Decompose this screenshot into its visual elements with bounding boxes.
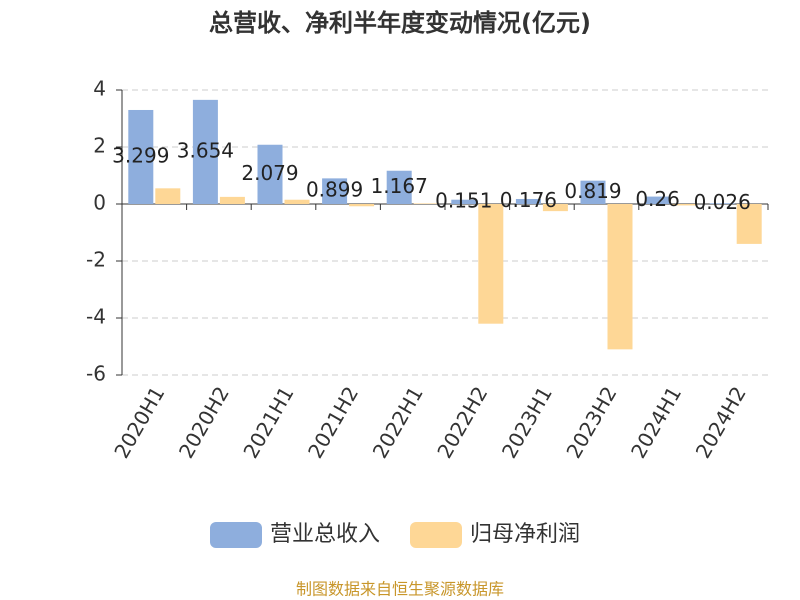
data-label: 0.819 <box>564 179 621 203</box>
x-tick-label: 2020H2 <box>174 382 234 462</box>
data-label: 0.899 <box>306 178 363 202</box>
bar <box>219 196 245 204</box>
y-tick-label: 0 <box>93 191 106 215</box>
bar <box>322 178 348 204</box>
x-tick-label: 2023H1 <box>497 382 557 462</box>
bar <box>542 204 568 212</box>
bar <box>672 204 698 206</box>
x-tick-label: 2024H2 <box>691 382 751 462</box>
bar <box>257 144 283 204</box>
bar <box>709 203 735 204</box>
data-label: 3.299 <box>112 143 169 167</box>
legend-label: 营业总收入 <box>270 522 380 547</box>
data-label: 0.026 <box>694 190 751 214</box>
legend-swatch <box>210 522 262 548</box>
chart-title: 总营收、净利半年度变动情况(亿元) <box>209 9 591 37</box>
bar <box>413 203 439 204</box>
x-tick-label: 2020H1 <box>109 382 169 462</box>
data-label: 2.079 <box>241 161 298 185</box>
legend-label: 归母净利润 <box>470 522 580 547</box>
bar <box>386 170 412 204</box>
data-label: 0.176 <box>500 188 557 212</box>
bar <box>645 196 671 204</box>
bar <box>580 180 606 204</box>
y-tick-label: 2 <box>93 134 106 158</box>
x-tick-label: 2021H2 <box>303 382 363 462</box>
y-tick-label: -6 <box>86 362 106 386</box>
data-label: 0.26 <box>635 187 680 211</box>
x-tick-label: 2023H2 <box>561 382 621 462</box>
y-tick-label: 4 <box>93 77 106 101</box>
bar <box>128 109 154 204</box>
bar <box>451 199 477 204</box>
bar <box>349 204 375 207</box>
bar <box>478 204 504 324</box>
bar <box>284 199 310 204</box>
x-tick-label: 2022H2 <box>432 382 492 462</box>
y-tick-label: -2 <box>86 248 106 272</box>
x-tick-label: 2022H1 <box>368 382 428 462</box>
data-label: 0.151 <box>435 188 492 212</box>
bar <box>155 188 181 204</box>
y-tick-label: -4 <box>86 305 106 329</box>
legend-swatch <box>410 522 462 548</box>
data-label: 1.167 <box>371 174 428 198</box>
source-note: 制图数据来自恒生聚源数据库 <box>296 580 504 599</box>
x-tick-label: 2021H1 <box>238 382 298 462</box>
bar <box>515 198 541 204</box>
x-tick-label: 2024H1 <box>626 382 686 462</box>
bar <box>607 204 633 350</box>
data-label: 3.654 <box>177 138 234 162</box>
bar <box>192 99 218 204</box>
bar <box>736 204 762 244</box>
